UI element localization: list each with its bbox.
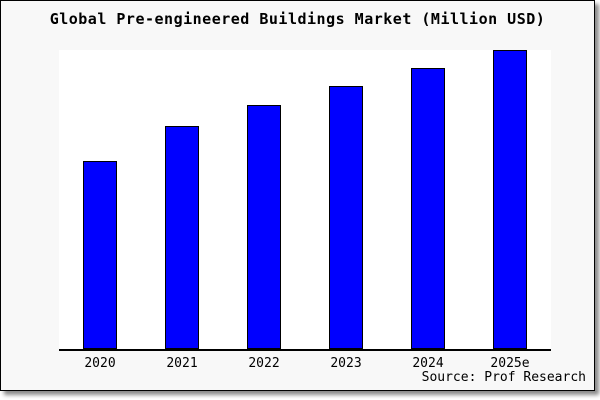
x-tick-label-2021: 2021 [166, 356, 198, 371]
plot-area [59, 50, 551, 351]
x-tick-label-2020: 2020 [84, 356, 116, 371]
source-credit: Source: Prof Research [421, 370, 586, 385]
bar-2023 [329, 85, 363, 349]
x-tick-label-2025e: 2025e [490, 356, 530, 371]
bars [59, 50, 551, 349]
x-axis-labels: 2020 2021 2022 2023 2024 2025e [59, 356, 551, 371]
bar-slot [469, 50, 551, 349]
chart-title: Global Pre-engineered Buildings Market (… [49, 10, 546, 28]
bar-slot [59, 50, 141, 349]
x-tick-label-2024: 2024 [412, 356, 444, 371]
bar-2021 [165, 126, 199, 349]
bar-slot [141, 50, 223, 349]
bar-2024 [411, 67, 445, 349]
chart-panel: Global Pre-engineered Buildings Market (… [0, 0, 595, 391]
x-tick-label-2023: 2023 [330, 356, 362, 371]
x-tick-label-2022: 2022 [248, 356, 280, 371]
bar-2025e [493, 50, 527, 349]
bar-slot [305, 50, 387, 349]
bar-slot [223, 50, 305, 349]
bar-2022 [247, 105, 281, 349]
bar-2020 [83, 160, 117, 349]
bar-slot [387, 50, 469, 349]
